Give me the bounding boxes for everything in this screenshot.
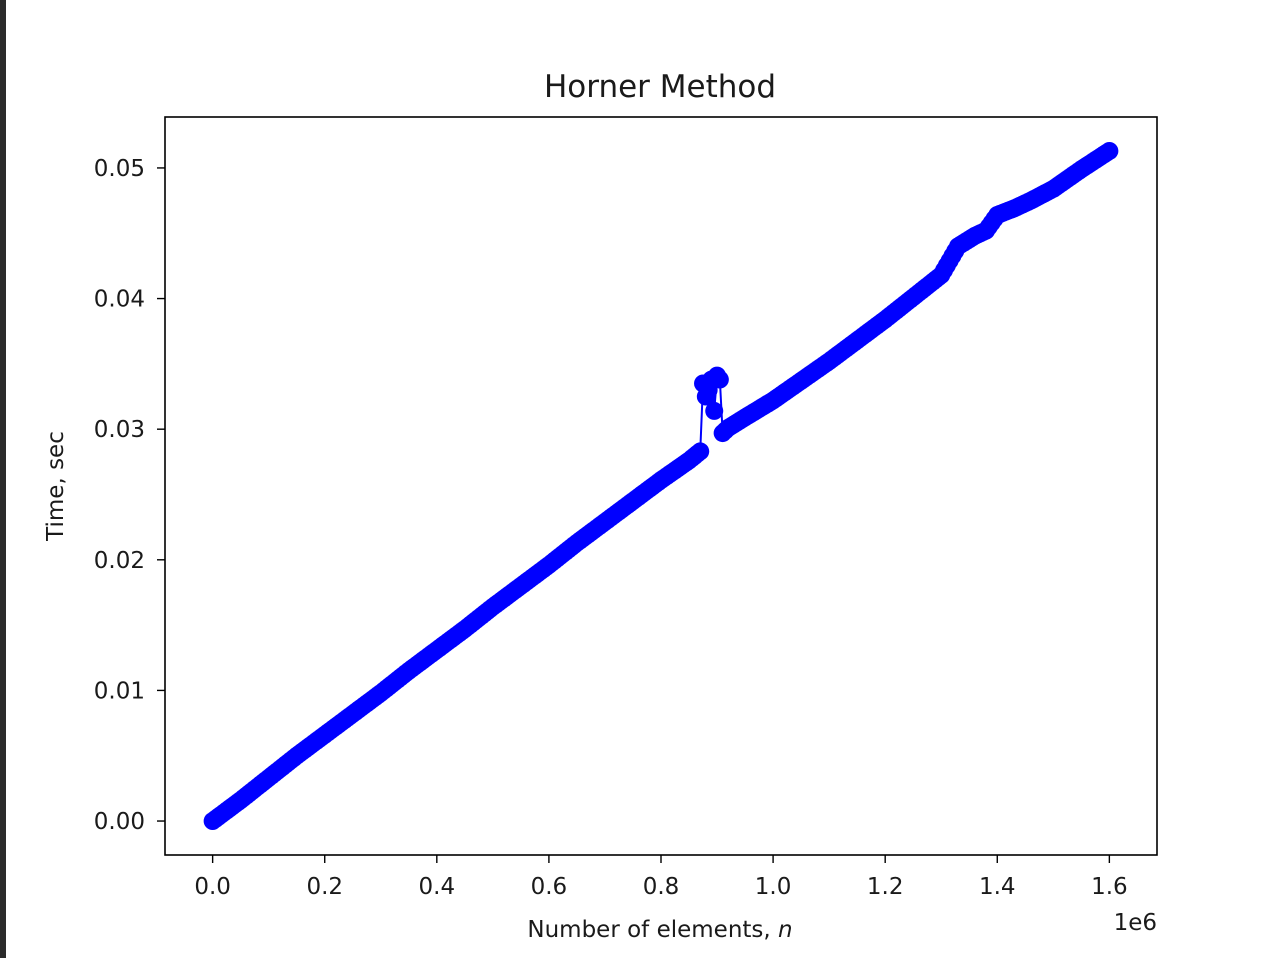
x-tick-label: 1.0 xyxy=(755,874,792,900)
x-tick-label: 0.6 xyxy=(531,874,568,900)
y-tick-label: 0.04 xyxy=(94,287,145,313)
data-point xyxy=(710,370,729,389)
x-tick-label: 0.0 xyxy=(194,874,231,900)
y-tick-label: 0.03 xyxy=(94,417,145,443)
y-tick-label: 0.02 xyxy=(94,548,145,574)
data-point xyxy=(691,442,710,461)
data-point xyxy=(1100,141,1119,160)
x-axis-offset-label: 1e6 xyxy=(1114,910,1157,936)
x-tick-label: 1.4 xyxy=(979,874,1016,900)
y-tick-label: 0.01 xyxy=(94,678,145,704)
y-tick-label: 0.00 xyxy=(94,809,145,835)
x-axis: 0.0 0.2 0.4 0.6 0.8 1.0 1.2 1.4 1.6 xyxy=(194,855,1128,900)
x-axis-label: Number of elements, n xyxy=(527,917,792,943)
window-edge xyxy=(0,0,6,958)
x-tick-label: 0.8 xyxy=(643,874,680,900)
x-tick-label: 1.2 xyxy=(867,874,904,900)
x-tick-label: 0.2 xyxy=(306,874,343,900)
x-axis-label-variable: n xyxy=(778,917,793,943)
y-axis: 0.00 0.01 0.02 0.03 0.04 0.05 xyxy=(94,156,165,835)
data-point xyxy=(705,401,724,420)
chart-title: Horner Method xyxy=(544,69,776,105)
series-layer xyxy=(203,141,1119,831)
y-axis-label: Time, sec xyxy=(43,431,69,542)
x-tick-label: 1.6 xyxy=(1091,874,1128,900)
x-tick-label: 0.4 xyxy=(419,874,456,900)
y-tick-label: 0.05 xyxy=(94,156,145,182)
x-axis-label-text: Number of elements, xyxy=(527,917,778,943)
